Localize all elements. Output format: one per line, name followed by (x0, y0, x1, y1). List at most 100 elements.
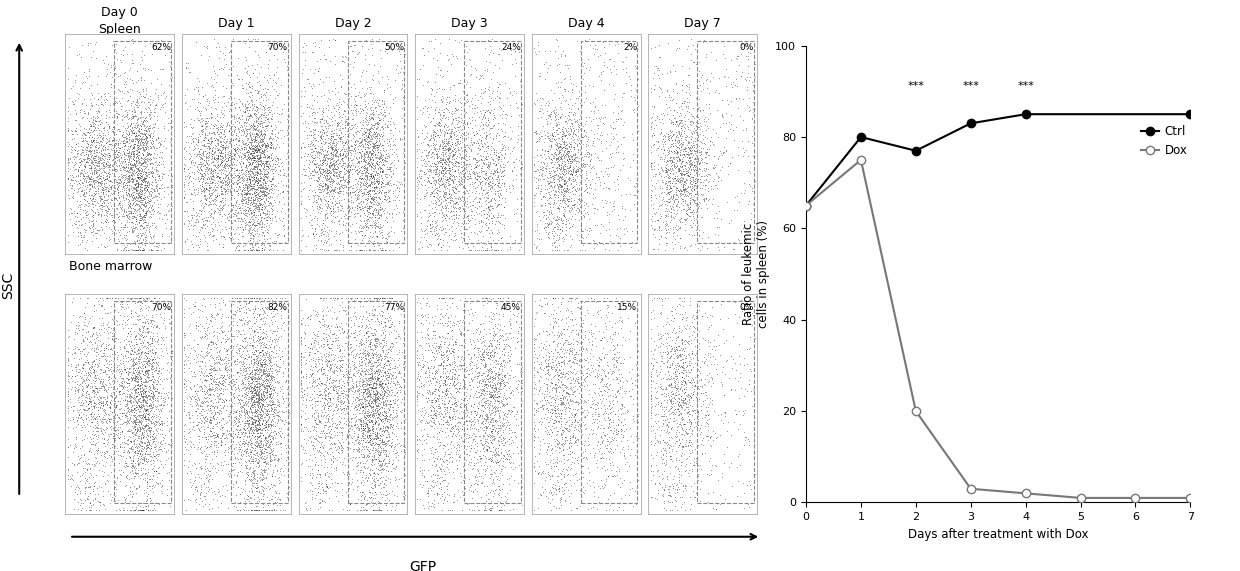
Point (573, 392, 593, 401)
Point (551, 141, 570, 150)
Point (254, 367, 274, 376)
Point (366, 389, 386, 398)
Point (671, 430, 691, 439)
Point (124, 469, 144, 478)
Point (260, 198, 280, 207)
Point (260, 448, 280, 457)
Point (215, 331, 234, 340)
Point (379, 400, 399, 409)
Point (273, 505, 293, 514)
Point (508, 135, 528, 144)
Point (250, 298, 270, 307)
Point (91, 403, 110, 412)
Point (534, 174, 554, 183)
Point (86, 126, 105, 135)
Point (175, 236, 195, 246)
Point (141, 369, 161, 379)
Point (241, 413, 260, 423)
Point (253, 424, 273, 433)
Point (129, 187, 149, 196)
Point (686, 182, 706, 191)
Point (241, 405, 260, 414)
Point (93, 189, 113, 198)
Point (232, 336, 252, 345)
Point (135, 170, 155, 179)
Point (139, 148, 159, 158)
Point (472, 140, 492, 149)
Point (242, 112, 262, 122)
Point (83, 385, 103, 395)
Point (249, 476, 269, 485)
Point (686, 488, 706, 497)
Bar (697, 41, 754, 243)
Point (131, 389, 151, 399)
Point (259, 369, 279, 378)
Point (326, 155, 346, 164)
Point (206, 91, 226, 100)
Point (232, 80, 252, 89)
Point (500, 474, 520, 483)
Point (446, 138, 466, 147)
Point (99, 373, 119, 382)
Point (238, 124, 258, 133)
Point (673, 196, 693, 206)
Point (696, 395, 715, 404)
Point (559, 345, 579, 355)
Point (315, 387, 335, 396)
Point (239, 98, 259, 107)
Point (241, 341, 260, 350)
Point (696, 100, 715, 109)
Point (192, 399, 212, 408)
Point (134, 331, 154, 340)
Point (368, 170, 388, 179)
Point (200, 380, 219, 389)
Point (88, 112, 108, 122)
Point (414, 175, 434, 184)
Point (262, 100, 281, 109)
Point (255, 467, 275, 476)
Point (208, 405, 228, 414)
Point (236, 408, 255, 417)
Point (105, 333, 125, 342)
Point (641, 158, 661, 167)
Point (108, 365, 128, 374)
Point (363, 221, 383, 230)
Point (466, 364, 486, 373)
Point (360, 84, 379, 93)
Point (242, 167, 262, 176)
Point (485, 167, 505, 176)
Point (651, 125, 671, 134)
Point (386, 463, 405, 472)
Point (651, 233, 671, 242)
Point (358, 423, 378, 432)
Point (573, 122, 593, 131)
Point (236, 463, 255, 472)
Point (223, 61, 243, 70)
Point (329, 98, 348, 107)
Point (326, 491, 346, 500)
Point (134, 188, 154, 197)
Point (320, 165, 340, 174)
Point (246, 201, 265, 210)
Point (676, 147, 696, 156)
Point (243, 424, 263, 433)
Point (350, 400, 370, 409)
Point (263, 433, 283, 443)
Point (321, 207, 341, 216)
Point (138, 476, 157, 485)
Point (118, 302, 138, 311)
Point (268, 155, 288, 164)
Point (374, 427, 394, 436)
Point (77, 183, 97, 192)
Point (352, 395, 372, 404)
Point (108, 185, 128, 194)
Point (686, 393, 706, 402)
Point (216, 141, 236, 150)
Point (242, 468, 262, 477)
Point (619, 313, 639, 323)
Point (324, 439, 343, 448)
Point (239, 383, 259, 392)
Point (219, 471, 239, 480)
Point (529, 363, 549, 372)
Point (91, 211, 110, 220)
